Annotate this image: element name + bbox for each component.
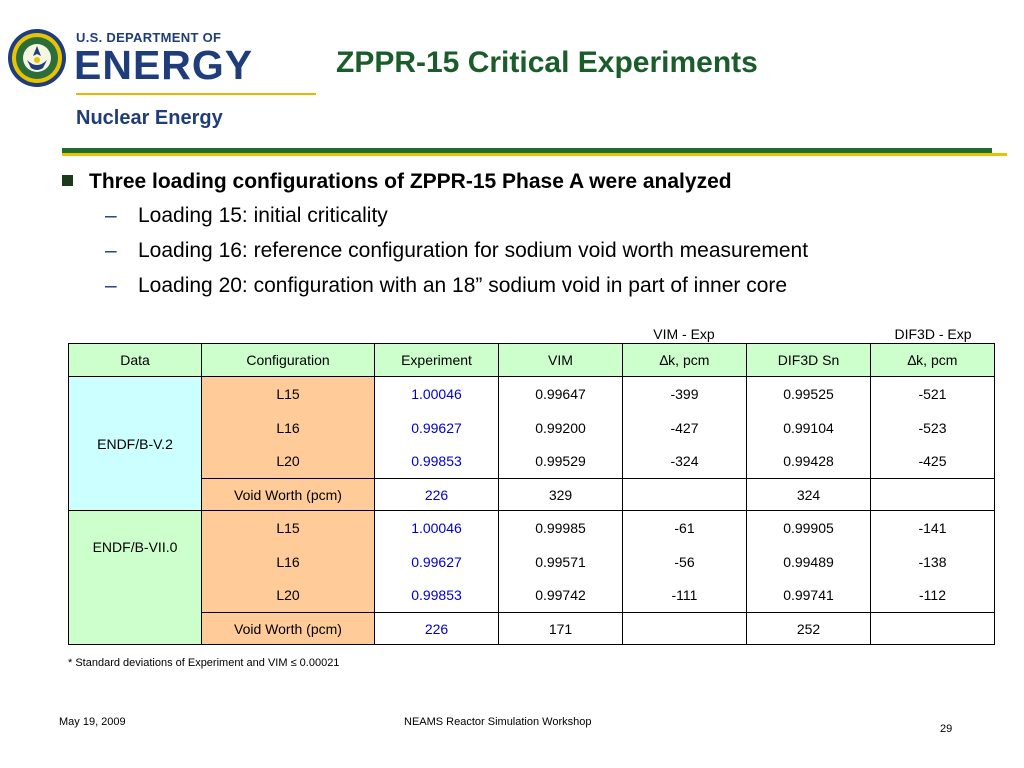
- table-row: ENDF/B-VII.0 L15 1.00046 0.99985 -61 0.9…: [68, 510, 995, 645]
- table-header-row: Data Configuration Experiment VIM ∆k, pc…: [68, 343, 995, 377]
- dif3d-cell: 324: [746, 478, 871, 511]
- dif3d-dk-cell: -425: [870, 444, 995, 479]
- page-number: 29: [940, 723, 953, 735]
- dif3d-dk-cell: [870, 478, 995, 511]
- library-cell: ENDF/B-V.2: [68, 376, 202, 511]
- dif3d-cell: 0.99428: [746, 444, 871, 479]
- col-header: VIM: [498, 343, 623, 377]
- dif3d-dk-cell: -112: [870, 578, 995, 613]
- col-header: ∆k, pcm: [622, 343, 747, 377]
- experiment-cell: 0.99627: [374, 544, 499, 579]
- dash-bullet-icon: –: [105, 274, 117, 297]
- experiment-cell: 1.00046: [374, 376, 499, 411]
- dif3d-dk-cell: -523: [870, 410, 995, 445]
- vim-cell: 0.99742: [498, 578, 623, 613]
- experiment-cell: 0.99853: [374, 578, 499, 613]
- config-cell: L16: [201, 410, 375, 445]
- vim-cell: 329: [498, 478, 623, 511]
- dash-bullet-icon: –: [105, 239, 117, 262]
- vim-cell: 0.99200: [498, 410, 623, 445]
- group-header-dif3d: DIF3D - Exp: [894, 326, 972, 342]
- table-row: L20 0.99853 0.99742 -111 0.99741 -112: [69, 578, 995, 613]
- dif3d-dk-cell: -521: [870, 376, 995, 411]
- vim-dk-cell: -61: [622, 510, 747, 545]
- sub-bullet-text: Loading 20: configuration with an 18” so…: [138, 274, 788, 297]
- logo-nuclear-energy: Nuclear Energy: [76, 107, 223, 129]
- header-rule-gold: [62, 153, 1007, 156]
- vim-dk-cell: [622, 478, 747, 511]
- sub-bullet: – Loading 15: initial criticality: [105, 204, 388, 228]
- table-row: Void Worth (pcm) 226 329 324: [69, 478, 995, 511]
- vim-dk-cell: -427: [622, 410, 747, 445]
- dif3d-cell: 0.99104: [746, 410, 871, 445]
- dif3d-cell: 0.99525: [746, 376, 871, 411]
- experiment-cell: 0.99853: [374, 444, 499, 479]
- vim-cell: 0.99529: [498, 444, 623, 479]
- table-row: Void Worth (pcm) 226 171 252: [69, 612, 995, 645]
- footer-event: NEAMS Reactor Simulation Workshop: [404, 716, 592, 728]
- col-header: Configuration: [201, 343, 375, 377]
- main-bullet-text: Three loading configurations of ZPPR-15 …: [89, 170, 732, 193]
- table-row: ENDF/B-V.2 L15 1.00046 0.99647 -399 0.99…: [68, 376, 995, 511]
- col-header: Experiment: [374, 343, 499, 377]
- sub-bullet-text: Loading 16: reference configuration for …: [138, 239, 809, 262]
- main-bullet: Three loading configurations of ZPPR-15 …: [62, 170, 732, 194]
- vim-dk-cell: -56: [622, 544, 747, 579]
- config-cell: L20: [201, 578, 375, 613]
- vim-dk-cell: [622, 612, 747, 645]
- group-header-vim: VIM - Exp: [653, 326, 715, 342]
- config-cell: Void Worth (pcm): [201, 478, 375, 511]
- logo-divider: [76, 93, 316, 95]
- footnote: * Standard deviations of Experiment and …: [68, 657, 340, 669]
- library-cell: ENDF/B-VII.0: [68, 510, 202, 645]
- dif3d-cell: 0.99489: [746, 544, 871, 579]
- table-row: L20 0.99853 0.99529 -324 0.99428 -425: [69, 444, 995, 479]
- col-header: Data: [68, 343, 202, 377]
- dif3d-dk-cell: -138: [870, 544, 995, 579]
- sub-bullet-text: Loading 15: initial criticality: [138, 204, 388, 227]
- col-header: ∆k, pcm: [870, 343, 995, 377]
- experiment-cell: 1.00046: [374, 510, 499, 545]
- vim-cell: 0.99985: [498, 510, 623, 545]
- experiment-cell: 226: [374, 478, 499, 511]
- vim-dk-cell: -324: [622, 444, 747, 479]
- dif3d-dk-cell: -141: [870, 510, 995, 545]
- logo-department: U.S. DEPARTMENT OF: [76, 30, 222, 45]
- results-table: Data Configuration Experiment VIM ∆k, pc…: [68, 343, 995, 645]
- sub-bullet: – Loading 20: configuration with an 18” s…: [105, 274, 787, 298]
- config-cell: L20: [201, 444, 375, 479]
- doe-seal-icon: [8, 29, 66, 87]
- table-row: L16 0.99627 0.99200 -427 0.99104 -523: [69, 410, 995, 445]
- experiment-cell: 0.99627: [374, 410, 499, 445]
- config-cell: L15: [201, 376, 375, 411]
- dif3d-dk-cell: [870, 612, 995, 645]
- slide-title: ZPPR-15 Critical Experiments: [336, 46, 758, 79]
- header-rule-green: [62, 148, 992, 153]
- dash-bullet-icon: –: [105, 204, 117, 227]
- vim-dk-cell: -111: [622, 578, 747, 613]
- col-header: DIF3D Sn: [746, 343, 871, 377]
- experiment-cell: 226: [374, 612, 499, 645]
- config-cell: Void Worth (pcm): [201, 612, 375, 645]
- vim-cell: 0.99647: [498, 376, 623, 411]
- vim-cell: 171: [498, 612, 623, 645]
- dif3d-cell: 252: [746, 612, 871, 645]
- table-row: L16 0.99627 0.99571 -56 0.99489 -138: [69, 544, 995, 579]
- square-bullet-icon: [62, 175, 73, 186]
- config-cell: L15: [201, 510, 375, 545]
- footer-date: May 19, 2009: [59, 716, 126, 728]
- config-cell: L16: [201, 544, 375, 579]
- dif3d-cell: 0.99905: [746, 510, 871, 545]
- vim-cell: 0.99571: [498, 544, 623, 579]
- vim-dk-cell: -399: [622, 376, 747, 411]
- dif3d-cell: 0.99741: [746, 578, 871, 613]
- logo-energy: ENERGY: [74, 42, 254, 88]
- sub-bullet: – Loading 16: reference configuration for…: [105, 239, 808, 263]
